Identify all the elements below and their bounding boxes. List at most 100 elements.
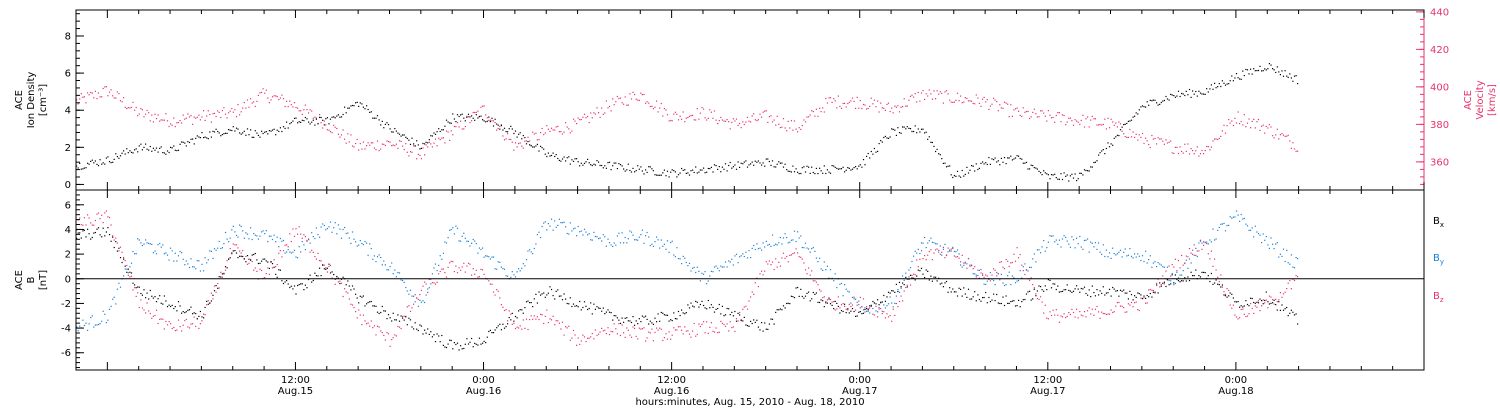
velocity-point <box>304 104 306 106</box>
velocity-point <box>853 100 855 102</box>
bz-point <box>971 264 973 266</box>
density-point <box>1077 178 1079 180</box>
density-point <box>217 130 219 133</box>
bz-point <box>1118 301 1120 304</box>
by-point <box>771 234 774 236</box>
bx-point <box>925 269 927 271</box>
by-point <box>518 268 520 270</box>
by-point <box>645 235 647 237</box>
by-point <box>701 272 703 274</box>
density-point <box>155 147 158 149</box>
bx-point <box>279 269 281 271</box>
bz-point <box>345 291 347 293</box>
density-point <box>784 163 786 165</box>
velocity-point <box>1203 153 1205 155</box>
bx-point <box>251 254 253 256</box>
velocity-point <box>804 121 807 123</box>
bz-point <box>447 266 449 268</box>
bz-point <box>206 304 208 306</box>
bx-point <box>1096 289 1098 291</box>
velocity-point <box>436 145 438 147</box>
velocity-point <box>833 98 835 100</box>
bx-point <box>682 312 684 314</box>
density-point <box>282 126 285 128</box>
bz-point <box>692 330 694 332</box>
velocity-point <box>402 145 404 147</box>
density-point <box>928 136 930 138</box>
by-point <box>319 236 321 238</box>
velocity-point <box>886 103 888 105</box>
date-tick-label: Aug.16 <box>654 386 689 397</box>
bx-point <box>1246 303 1249 306</box>
bx-point <box>656 321 658 323</box>
density-point <box>1058 178 1060 180</box>
density-point <box>704 172 706 174</box>
by-point <box>286 251 288 253</box>
by-point <box>759 247 761 249</box>
density-point <box>250 129 252 131</box>
by-point <box>1287 262 1289 264</box>
by-point <box>1215 238 1217 240</box>
bx-point <box>163 295 165 297</box>
bx-point <box>482 342 484 344</box>
bz-point <box>594 329 596 331</box>
density-point <box>834 166 836 168</box>
bx-point <box>1069 290 1071 292</box>
velocity-point <box>293 102 296 104</box>
velocity-point <box>112 95 114 97</box>
density-point <box>696 172 698 174</box>
bx-point <box>311 281 313 283</box>
bx-point <box>231 252 233 254</box>
by-point <box>328 226 330 228</box>
bz-point <box>1256 306 1258 308</box>
density-point <box>560 160 562 162</box>
density-point <box>513 132 515 135</box>
bx-point <box>911 277 913 279</box>
by-point <box>1162 266 1164 268</box>
velocity-point <box>475 111 477 113</box>
density-point <box>235 127 238 129</box>
by-point <box>240 225 242 227</box>
density-point <box>154 149 156 151</box>
bz-point <box>135 295 137 297</box>
velocity-point <box>1179 146 1181 148</box>
bz-point <box>1210 250 1212 252</box>
density-point <box>878 143 880 145</box>
bz-point <box>104 212 106 214</box>
bz-point <box>267 267 269 269</box>
density-point <box>271 129 274 131</box>
bz-point <box>898 300 901 303</box>
bz-point <box>1184 262 1186 264</box>
plasma-panel-series <box>76 63 1299 182</box>
velocity-point <box>1239 123 1241 125</box>
by-point <box>235 234 238 236</box>
bx-point <box>326 267 328 269</box>
velocity-point <box>710 111 712 113</box>
density-point <box>706 171 708 173</box>
velocity-point <box>198 114 200 116</box>
bz-point <box>1273 303 1275 305</box>
bz-point <box>638 327 640 329</box>
bz-point <box>387 333 390 335</box>
by-point <box>1129 248 1131 250</box>
velocity-point <box>456 122 459 124</box>
by-point <box>911 260 913 263</box>
bz-point <box>856 301 858 303</box>
bz-point <box>991 274 993 276</box>
density-point <box>786 169 788 171</box>
velocity-point <box>138 113 140 115</box>
velocity-point <box>596 107 598 109</box>
bz-point <box>913 273 915 275</box>
bz-point <box>756 277 758 279</box>
velocity-point <box>1270 126 1272 128</box>
density-point <box>340 116 343 118</box>
velocity-point <box>1264 132 1266 134</box>
bx-point <box>709 307 711 309</box>
by-point <box>281 240 283 242</box>
density-point <box>1050 174 1053 176</box>
velocity-point <box>420 158 422 160</box>
bz-point <box>829 299 832 301</box>
velocity-point <box>577 117 579 119</box>
bz-point <box>1044 304 1046 306</box>
velocity-point <box>1079 123 1081 125</box>
